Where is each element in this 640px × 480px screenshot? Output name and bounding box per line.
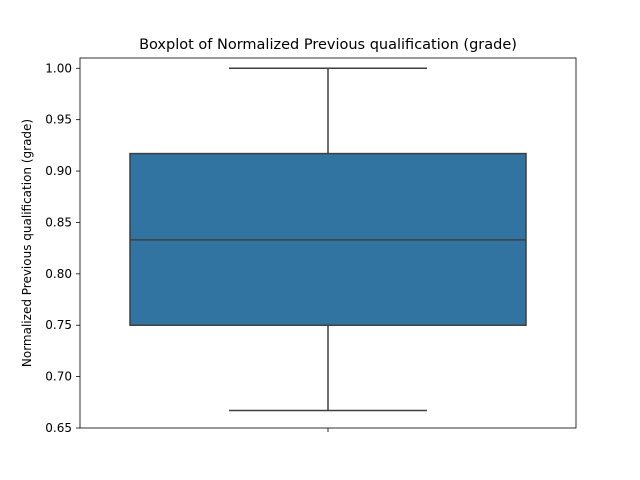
y-tick-label: 0.65: [45, 421, 72, 435]
y-tick-label: 0.70: [45, 370, 72, 384]
y-tick-label: 0.90: [45, 164, 72, 178]
y-tick-label: 1.00: [45, 61, 72, 75]
y-tick-label: 0.80: [45, 267, 72, 281]
plot-area: [79, 57, 577, 429]
y-tick-label: 0.85: [45, 215, 72, 229]
y-tick-label: 0.95: [45, 113, 72, 127]
chart-title: Boxplot of Normalized Previous qualifica…: [139, 37, 517, 53]
y-axis-ticks: 0.65 0.70 0.75 0.80 0.85 0.90 0.95 1.00: [45, 61, 80, 435]
y-tick-label: 0.75: [45, 318, 72, 332]
y-axis-label: Normalized Previous qualification (grade…: [20, 119, 34, 367]
